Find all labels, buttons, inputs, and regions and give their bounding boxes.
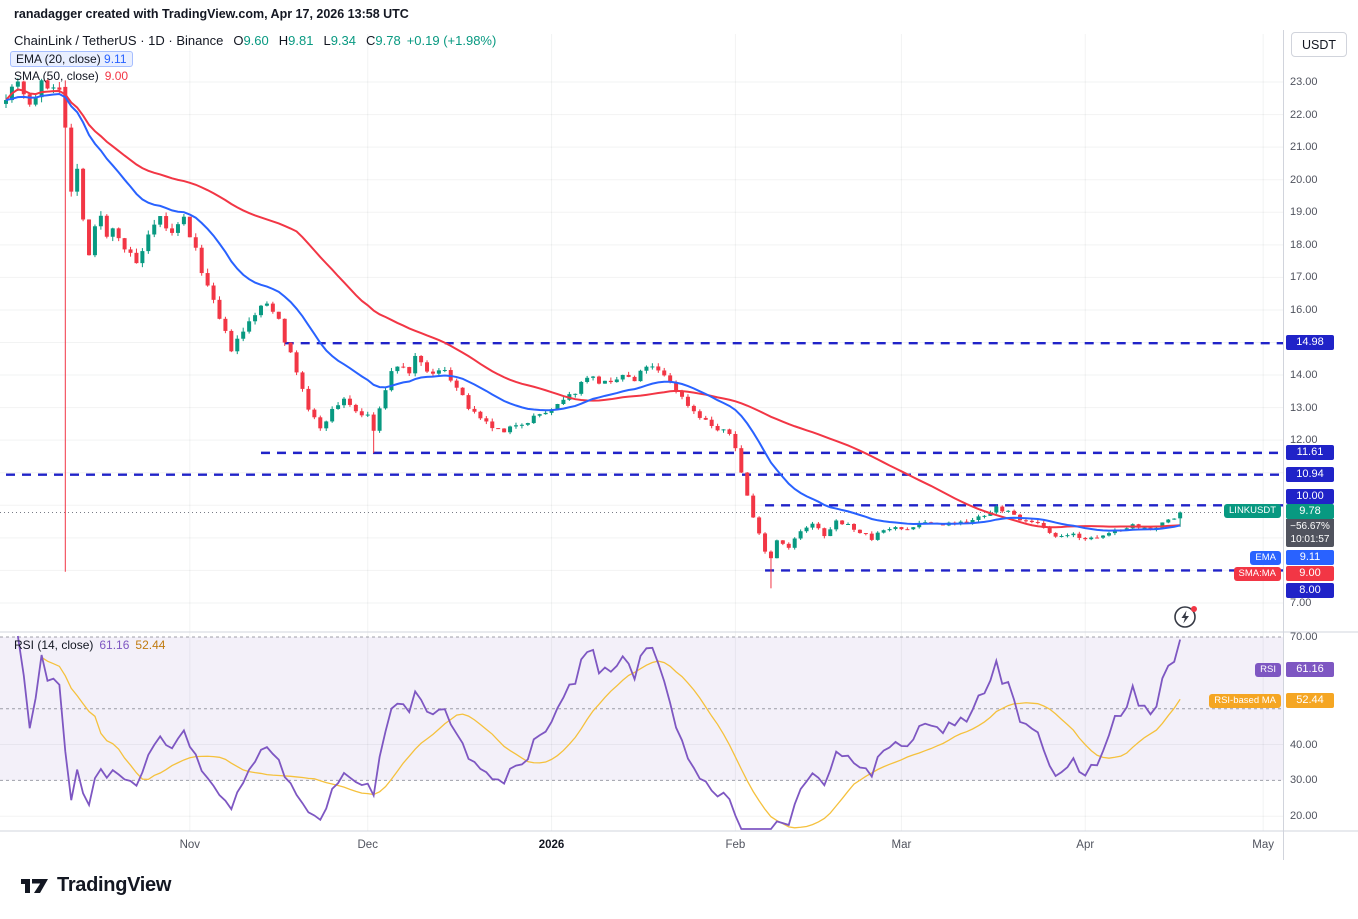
time-label-Nov: Nov <box>179 839 201 851</box>
time-label-2026: 2026 <box>538 839 565 851</box>
price-tick: 16.00 <box>1290 303 1318 316</box>
price-tick: 13.00 <box>1290 401 1318 414</box>
tradingview-logo-icon <box>21 878 48 893</box>
ohlc-low: L9.34 <box>323 33 356 48</box>
price-tick: 7.00 <box>1290 596 1312 609</box>
price-tick: 19.00 <box>1290 206 1318 219</box>
time-axis[interactable]: Nov Dec 2026 Feb Mar Apr May <box>0 831 1283 860</box>
price-tick: 17.00 <box>1290 271 1318 284</box>
rsi-badge: 61.16 <box>1286 661 1334 677</box>
ema-badge: 9.11 <box>1286 550 1334 565</box>
time-label-May: May <box>1252 839 1275 851</box>
ohlc-open: O9.60 <box>233 33 269 48</box>
tradingview-logo[interactable]: TradingView <box>20 874 171 897</box>
rsi-legend[interactable]: RSI (14, close) 61.16 52.44 <box>14 638 165 652</box>
time-label-Dec: Dec <box>357 839 378 851</box>
price-countdown-badge: −56.67% 10:01:57 <box>1286 519 1334 547</box>
level-badge: 10.00 <box>1286 489 1334 504</box>
ema-value: 9.11 <box>104 52 127 66</box>
price-tick: 21.00 <box>1290 141 1318 154</box>
ema-legend-box: EMA (20, close) 9.11 <box>10 51 133 67</box>
rsi-value: 61.16 <box>99 638 130 652</box>
price-tick: 22.00 <box>1290 108 1318 121</box>
ema-name: EMA (20, close) <box>16 52 101 66</box>
price-tick: 12.00 <box>1290 434 1318 447</box>
sma-badge: 9.00 <box>1286 566 1334 581</box>
level-badge: 8.00 <box>1286 583 1334 598</box>
rsi-tick: 30.00 <box>1290 774 1318 787</box>
rsi-ma-badge: 52.44 <box>1286 692 1334 708</box>
price-axis[interactable]: 23.00 22.00 21.00 20.00 19.00 18.00 17.00 16.00… <box>1283 0 1358 860</box>
symbol-legend[interactable]: ChainLink / TetherUS · 1D · Binance O9.6… <box>14 33 496 48</box>
rsi-tick: 40.00 <box>1290 738 1318 751</box>
level-badge: 14.98 <box>1286 335 1334 351</box>
rsi-tick: 70.00 <box>1290 631 1318 643</box>
price-tick: 18.00 <box>1290 238 1318 251</box>
price-tick: 20.00 <box>1290 173 1318 186</box>
currency-button[interactable]: USDT <box>1291 32 1347 57</box>
sma-name: SMA (50, close) <box>14 69 99 83</box>
time-label-Feb: Feb <box>725 839 746 851</box>
rsi-ma-value: 52.44 <box>135 638 166 652</box>
attribution-text: ranadagger created with TradingView.com,… <box>14 7 409 21</box>
chart-canvas[interactable] <box>0 0 1358 860</box>
price-tick: 14.00 <box>1290 369 1318 382</box>
change-text: +0.19 (+1.98%) <box>406 33 497 48</box>
price-tick: 23.00 <box>1290 76 1318 89</box>
lightning-icon[interactable] <box>1173 603 1199 629</box>
level-badge: 11.61 <box>1286 444 1334 460</box>
ema-legend[interactable]: EMA (20, close) 9.11 <box>10 51 133 67</box>
rsi-tick: 20.00 <box>1290 810 1318 823</box>
symbol-title: ChainLink / TetherUS · 1D · Binance <box>14 33 224 48</box>
tradingview-logo-text: TradingView <box>57 874 172 896</box>
sma-value: 9.00 <box>104 69 129 83</box>
time-label-Apr: Apr <box>1076 839 1095 851</box>
last-price-badge: 9.78 <box>1286 504 1334 519</box>
ohlc-close: C9.78 <box>366 33 401 48</box>
level-badge: 10.94 <box>1286 466 1334 482</box>
rsi-name: RSI (14, close) <box>14 638 94 652</box>
ohlc-high: H9.81 <box>278 33 314 48</box>
time-label-Mar: Mar <box>891 839 912 851</box>
sma-legend[interactable]: SMA (50, close) 9.00 <box>14 69 128 83</box>
